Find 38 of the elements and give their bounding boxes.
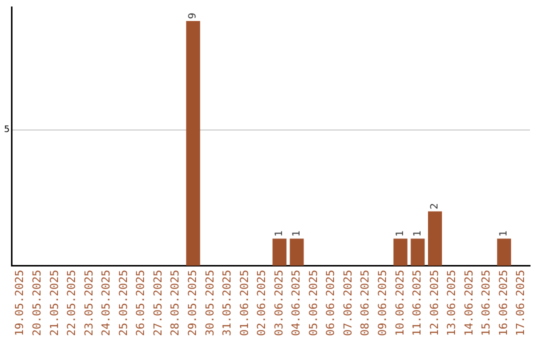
x-tick-label: 16.06.2025 bbox=[496, 270, 510, 336]
data-label: 1 bbox=[412, 230, 424, 237]
x-tick-label: 01.06.2025 bbox=[238, 270, 251, 336]
x-tick-label: 12.06.2025 bbox=[428, 270, 441, 336]
x-tick-label: 27.05.2025 bbox=[151, 270, 164, 336]
x-tick-label: 26.05.2025 bbox=[134, 270, 148, 336]
x-tick-label: 06.06.2025 bbox=[324, 270, 338, 336]
data-label: 9 bbox=[188, 12, 199, 19]
x-tick-label: 29.05.2025 bbox=[186, 270, 199, 336]
x-tick-label: 14.06.2025 bbox=[462, 270, 476, 336]
x-tick-label: 20.05.2025 bbox=[30, 270, 44, 336]
x-tick-label: 30.05.2025 bbox=[203, 270, 216, 336]
data-label: 1 bbox=[498, 230, 510, 237]
x-tick-label: 03.06.2025 bbox=[272, 270, 286, 336]
x-tick-label: 05.06.2025 bbox=[306, 270, 320, 336]
x-tick-label: 22.05.2025 bbox=[65, 270, 78, 336]
x-tick-label: 28.05.2025 bbox=[168, 270, 182, 336]
x-tick-label: 11.06.2025 bbox=[410, 270, 424, 336]
x-tick-label: 19.05.2025 bbox=[13, 270, 26, 336]
x-tick-label: 09.06.2025 bbox=[376, 270, 390, 336]
x-tick-label: 13.06.2025 bbox=[445, 270, 458, 336]
x-tick-label: 17.06.2025 bbox=[514, 270, 528, 336]
x-tick-label: 08.06.2025 bbox=[358, 270, 372, 336]
y-tick-label: 5 bbox=[4, 125, 10, 136]
data-label: 1 bbox=[291, 230, 302, 237]
x-tick-label: 23.05.2025 bbox=[82, 270, 96, 336]
x-tick-label: 07.06.2025 bbox=[341, 270, 354, 336]
x-tick-label: 02.06.2025 bbox=[255, 270, 268, 336]
x-tick-label: 25.05.2025 bbox=[116, 270, 130, 336]
data-label: 1 bbox=[274, 230, 286, 237]
data-label: 1 bbox=[395, 230, 406, 237]
x-tick-label: 04.06.2025 bbox=[290, 270, 303, 336]
x-tick-label: 31.05.2025 bbox=[220, 270, 234, 336]
x-tick-label: 24.05.2025 bbox=[100, 270, 113, 336]
x-tick-label: 10.06.2025 bbox=[393, 270, 406, 336]
x-tick-label: 15.06.2025 bbox=[480, 270, 493, 336]
data-label: 2 bbox=[430, 203, 441, 210]
x-tick-label: 21.05.2025 bbox=[48, 270, 61, 336]
